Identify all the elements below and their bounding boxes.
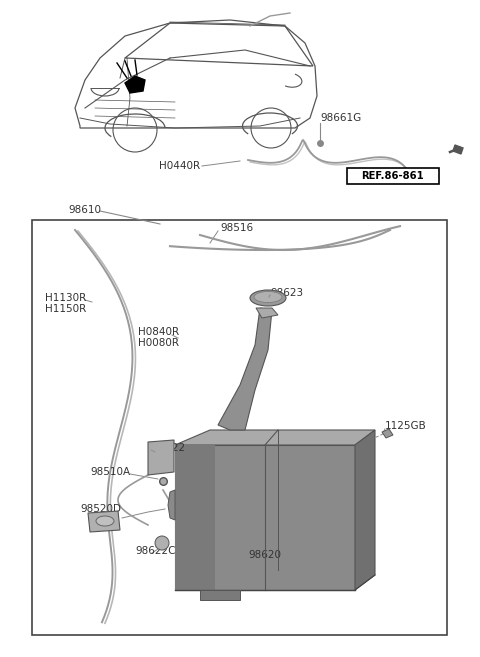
Polygon shape [88, 511, 120, 532]
Text: 98610: 98610 [68, 205, 101, 215]
Text: H0080R: H0080R [138, 338, 179, 348]
Polygon shape [125, 76, 145, 93]
Polygon shape [218, 308, 272, 430]
Ellipse shape [96, 516, 114, 526]
Text: 98620: 98620 [248, 550, 281, 560]
Ellipse shape [250, 290, 286, 306]
Text: 98520D: 98520D [80, 504, 121, 514]
Polygon shape [256, 308, 278, 318]
Text: 98622C: 98622C [135, 546, 176, 556]
Polygon shape [175, 430, 375, 445]
Text: H0440R: H0440R [159, 161, 200, 171]
Circle shape [155, 536, 169, 550]
Text: 98623: 98623 [270, 288, 303, 298]
Text: 98622: 98622 [152, 443, 185, 453]
Polygon shape [168, 490, 175, 520]
Text: 1125GB: 1125GB [385, 421, 427, 431]
Polygon shape [148, 440, 174, 475]
Polygon shape [355, 430, 375, 590]
Polygon shape [175, 445, 355, 590]
Ellipse shape [254, 292, 282, 302]
Text: REF.86-861: REF.86-861 [361, 171, 424, 181]
Polygon shape [175, 445, 215, 590]
Polygon shape [200, 590, 240, 600]
Text: 98516: 98516 [220, 223, 253, 233]
Text: 98510A: 98510A [90, 467, 130, 477]
Text: H1150R: H1150R [45, 304, 86, 314]
Polygon shape [453, 145, 463, 154]
Bar [347, 168, 439, 184]
Polygon shape [382, 429, 393, 438]
Bar [32, 220, 447, 635]
Text: H0840R: H0840R [138, 327, 179, 337]
Text: H1130R: H1130R [45, 293, 86, 303]
Text: 98661G: 98661G [320, 113, 361, 123]
